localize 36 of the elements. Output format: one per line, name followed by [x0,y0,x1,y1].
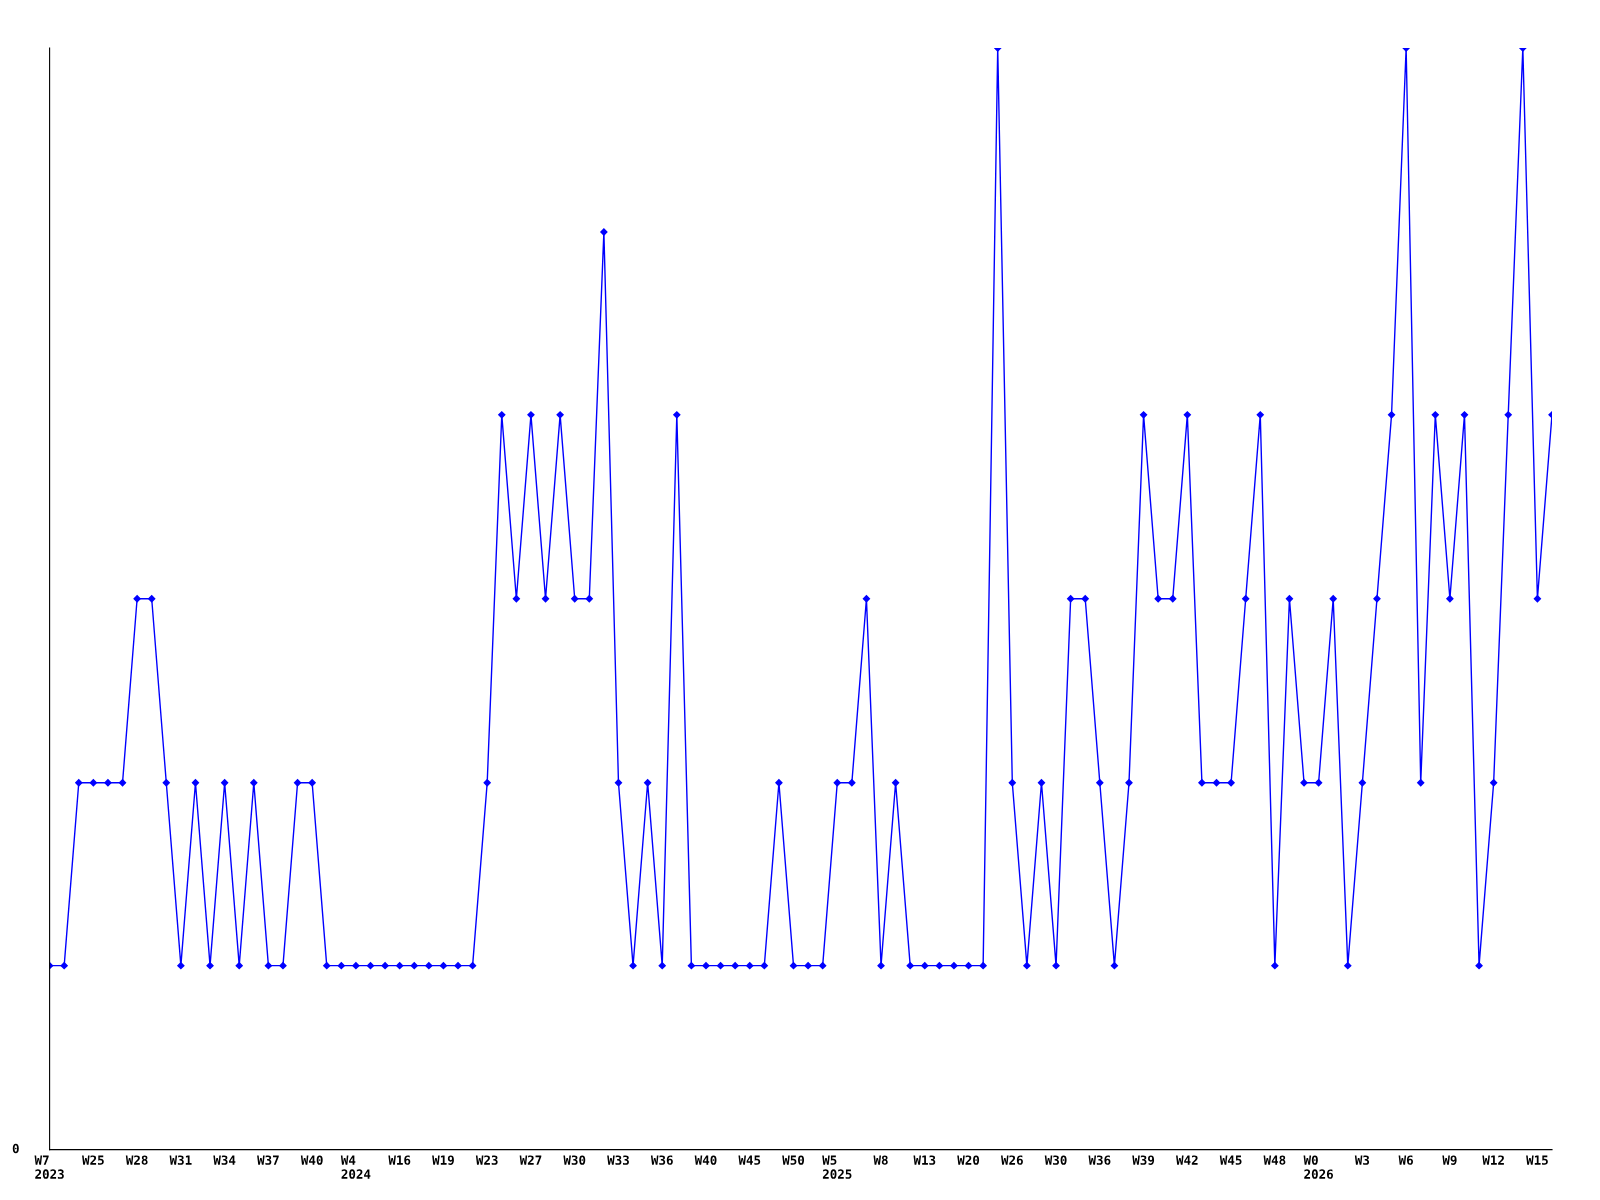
x-tick-label: W12 [1482,1155,1504,1165]
x-tick-label: W45 [1219,1155,1242,1165]
x-tick-label: W37 [257,1155,279,1165]
x-tick-label: W36 [1088,1155,1111,1165]
x-tick-label: W9 [1442,1155,1457,1165]
x-tick-label: W3 [1354,1155,1370,1165]
x-tick-label: W26 [1001,1155,1023,1165]
text: 0 [12,1143,19,1154]
x-tick-label: W39 [1132,1155,1155,1165]
x-tick-label: W40 [300,1155,323,1165]
x-tick-label: W25 [82,1155,104,1165]
x-tick-label: W30 [563,1155,586,1165]
x-tick-label: W42 [1176,1155,1198,1165]
x-tick-label: W4 2024 [340,1155,371,1179]
x-tick-label: W31 [169,1155,192,1165]
x-tick-label: W15 [1526,1155,1548,1165]
x-tick-label: W28 [125,1155,148,1165]
x-tick-label: W23 [475,1155,498,1165]
x-tick-label: W34 [213,1155,236,1165]
x-tick-label: W19 [432,1155,454,1165]
x-tick-label: W7 2023 [34,1155,64,1179]
x-tick-label: W45 [738,1155,761,1165]
x-tick-label: W27 [519,1155,542,1165]
x-tick-label: W5 2025 [822,1155,852,1179]
x-tick-label: W20 [957,1155,980,1165]
x-tick-label: W8 [873,1155,888,1165]
x-tick-label: W30 [1044,1155,1067,1165]
x-tick-label: W50 [782,1155,805,1165]
x-tick-label: W48 [1263,1155,1286,1165]
x-tick-label: W13 [913,1155,936,1165]
x-tick-label: W40 [694,1155,717,1165]
x-tick-label: W33 [607,1155,629,1165]
x-tick-label: W16 [388,1155,411,1165]
x-tick-label: W6 [1398,1155,1413,1165]
x-tick-label: W0 2026 [1303,1155,1333,1179]
x-tick-label: W36 [650,1155,673,1165]
